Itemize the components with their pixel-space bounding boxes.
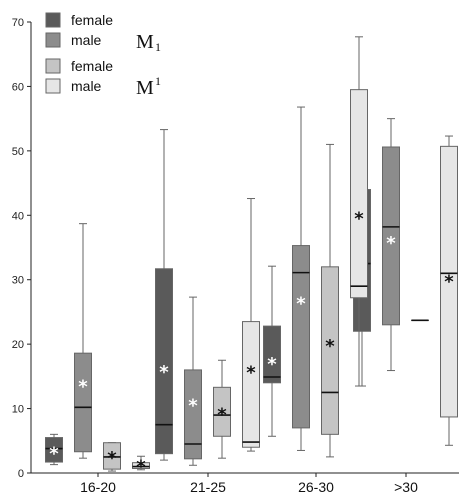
box-26-30: * xyxy=(263,265,281,437)
mean-marker: * xyxy=(354,209,364,230)
legend-group-index: 1 xyxy=(155,40,161,54)
axes: 0 10 20 30 40 50 60 70 16-20 21-25 26-30 >30 xyxy=(12,17,459,495)
box-26-30: * xyxy=(292,106,310,451)
box-iqr xyxy=(184,369,202,460)
box-iqr xyxy=(440,145,458,418)
legend-group-title: M xyxy=(136,77,154,99)
mean-marker: * xyxy=(78,377,88,398)
box->30: * xyxy=(440,135,458,446)
mean-marker: * xyxy=(296,294,306,315)
legend-label: female xyxy=(71,58,113,74)
y-tick-label: 20 xyxy=(12,339,24,351)
box-iqr xyxy=(74,352,92,453)
mean-marker: * xyxy=(267,354,277,375)
x-category-label: 26-30 xyxy=(298,479,334,495)
legend-group-index: 1 xyxy=(155,74,161,88)
mean-marker: * xyxy=(188,395,198,416)
box-26-30: * xyxy=(321,143,339,458)
box->30: * xyxy=(382,118,400,372)
legend-group-title: M xyxy=(136,31,154,53)
x-category-label: 21-25 xyxy=(190,479,226,495)
x-category-label: >30 xyxy=(394,479,418,495)
box-iqr xyxy=(350,89,368,299)
mean-marker: * xyxy=(136,457,146,478)
legend-label: male xyxy=(71,78,102,94)
mean-marker: * xyxy=(246,363,256,384)
series-2: * * * * xyxy=(74,106,400,466)
box-16-20: * xyxy=(132,455,150,478)
series-4: * * * * xyxy=(132,36,458,478)
box-iqr xyxy=(103,442,121,470)
box-iqr xyxy=(213,386,231,437)
y-tick-label: 40 xyxy=(12,210,24,222)
y-tick-label: 30 xyxy=(12,275,24,287)
box-16-20: * xyxy=(45,433,63,466)
legend-group-1: female male M 1 xyxy=(45,12,161,54)
legend-swatch xyxy=(45,12,61,28)
box-iqr xyxy=(132,462,150,469)
box-iqr xyxy=(292,245,310,429)
legend-swatch xyxy=(45,58,61,74)
legend-swatch xyxy=(45,78,61,94)
box-21-25: * xyxy=(213,359,231,459)
y-tick-label: 70 xyxy=(12,17,24,29)
box-26-30: * xyxy=(350,36,368,387)
x-category-label: 16-20 xyxy=(80,479,116,495)
mean-marker: * xyxy=(444,272,454,293)
box-iqr xyxy=(242,321,260,448)
box-16-20: * xyxy=(103,442,121,472)
box-iqr xyxy=(382,146,400,326)
mean-marker: * xyxy=(217,404,227,425)
legend-swatch xyxy=(45,32,61,48)
box-series: *************** xyxy=(45,36,458,478)
box-21-25: * xyxy=(155,129,173,461)
mean-marker: * xyxy=(107,448,117,469)
box-21-25: * xyxy=(184,296,202,466)
box-21-25: * xyxy=(242,198,260,452)
mean-marker: * xyxy=(49,444,59,465)
mean-marker: * xyxy=(159,362,169,383)
y-tick-label: 0 xyxy=(18,468,24,480)
box-iqr xyxy=(263,325,281,384)
y-tick-label: 60 xyxy=(12,81,24,93)
series-3: * * * xyxy=(103,143,429,472)
box-iqr xyxy=(45,437,63,463)
box-16-20: * xyxy=(74,223,92,459)
legend-label: female xyxy=(71,12,113,28)
y-tick-label: 10 xyxy=(12,404,24,416)
y-tick-label: 50 xyxy=(12,146,24,158)
legend-label: male xyxy=(71,32,102,48)
legend-group-2: female male M 1 xyxy=(45,58,161,99)
mean-marker: * xyxy=(386,233,396,254)
mean-marker: * xyxy=(325,336,335,357)
box-iqr xyxy=(155,268,173,455)
